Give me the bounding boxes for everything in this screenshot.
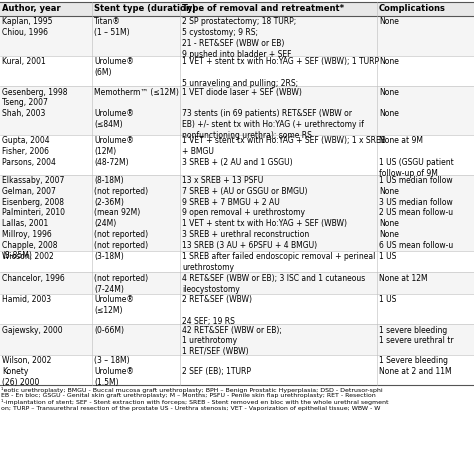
Text: Stent type (duration): Stent type (duration) bbox=[94, 3, 196, 12]
Bar bbox=[0, 293, 474, 324]
Text: 42 RET&SEF (WBW or EB);
1 urethrotomy
1 RET/SEF (WBW): 42 RET&SEF (WBW or EB); 1 urethrotomy 1 … bbox=[182, 326, 282, 356]
Text: 1 VET diode laser + SEF (WBW)

73 stents (in 69 patients) RET&SEF (WBW or
EB) +/: 1 VET diode laser + SEF (WBW) 73 stents … bbox=[182, 88, 364, 140]
Text: 1 US: 1 US bbox=[379, 295, 396, 304]
Text: Gupta, 2004
Fisher, 2006
Parsons, 2004: Gupta, 2004 Fisher, 2006 Parsons, 2004 bbox=[2, 137, 56, 167]
Text: Type of removal and retreatment*: Type of removal and retreatment* bbox=[182, 3, 344, 12]
Text: ¹eotic urethroplasty; BMGU - Buccal mucosa graft urethroplasty; BPH – Benign Pro: ¹eotic urethroplasty; BMGU - Buccal muco… bbox=[1, 387, 389, 411]
Text: Complications: Complications bbox=[379, 3, 446, 12]
Text: None: None bbox=[379, 18, 399, 27]
Bar bbox=[0, 135, 474, 174]
Bar bbox=[0, 55, 474, 86]
Text: (0-66M): (0-66M) bbox=[94, 326, 125, 335]
Text: 1 severe bleeding
1 severe urethral tr: 1 severe bleeding 1 severe urethral tr bbox=[379, 326, 454, 346]
Text: Hamid, 2003: Hamid, 2003 bbox=[2, 295, 51, 304]
Text: (3-18M): (3-18M) bbox=[94, 253, 124, 262]
Bar bbox=[0, 272, 474, 293]
Bar bbox=[0, 86, 474, 135]
Text: Memotherm™ (≤12M)

Urolume®
(≤84M): Memotherm™ (≤12M) Urolume® (≤84M) bbox=[94, 88, 179, 129]
Text: 1 US: 1 US bbox=[379, 253, 396, 262]
Text: 1 SREB after failed endoscopic removal + perineal
urethrostomy: 1 SREB after failed endoscopic removal +… bbox=[182, 253, 375, 272]
Text: (not reported)
(7-24M): (not reported) (7-24M) bbox=[94, 274, 148, 293]
Text: None at 12M: None at 12M bbox=[379, 274, 428, 283]
Text: None at 9M

1 US (GSGU patient
follow-up of 9M: None at 9M 1 US (GSGU patient follow-up … bbox=[379, 137, 454, 178]
Text: (3 – 18M)
Urolume®
(1.5M): (3 – 18M) Urolume® (1.5M) bbox=[94, 356, 134, 387]
Text: 2 RET&SEF (WBW)

24 SEF; 19 RS: 2 RET&SEF (WBW) 24 SEF; 19 RS bbox=[182, 295, 252, 326]
Bar bbox=[0, 16, 474, 55]
Text: (8-18M)
(not reported)
(2-36M)
(mean 92M)
(24M)
(not reported)
(not reported): (8-18M) (not reported) (2-36M) (mean 92M… bbox=[94, 176, 148, 250]
Text: 13 x SREB + 13 PSFU
7 SREB + (AU or GSGU or BMGU)
9 SREB + 7 BMGU + 2 AU
9 open : 13 x SREB + 13 PSFU 7 SREB + (AU or GSGU… bbox=[182, 176, 347, 250]
Text: 1 US median follow
None
3 US median follow
2 US mean follow-u
None
None
6 US mea: 1 US median follow None 3 US median foll… bbox=[379, 176, 453, 250]
Text: 2 SEF (EB); 1TURP: 2 SEF (EB); 1TURP bbox=[182, 356, 251, 376]
Text: Kural, 2001: Kural, 2001 bbox=[2, 57, 46, 66]
Text: 4 RET&SEF (WBW or EB); 3 ISC and 1 cutaneous
ileocystostomy: 4 RET&SEF (WBW or EB); 3 ISC and 1 cutan… bbox=[182, 274, 365, 293]
Text: Urolume®
(≤12M): Urolume® (≤12M) bbox=[94, 295, 134, 315]
Text: 1 VET + stent tx with Ho:YAG + SEF (WBW); 1 TURP

5 unraveling and pulling; 2RS;: 1 VET + stent tx with Ho:YAG + SEF (WBW)… bbox=[182, 57, 379, 88]
Bar bbox=[0, 355, 474, 385]
Text: Titan®
(1 – 51M): Titan® (1 – 51M) bbox=[94, 18, 130, 37]
Text: Urolume®
(12M)
(48-72M): Urolume® (12M) (48-72M) bbox=[94, 137, 134, 167]
Text: 1 Severe bleeding
None at 2 and 11M: 1 Severe bleeding None at 2 and 11M bbox=[379, 356, 451, 376]
Bar bbox=[0, 2, 474, 16]
Text: Wioson, 2002: Wioson, 2002 bbox=[2, 253, 54, 262]
Text: 2 SP prostatectomy; 18 TURP;
5 cystostomy; 9 RS;
21 - RET&SEF (WBW or EB)
9 push: 2 SP prostatectomy; 18 TURP; 5 cystostom… bbox=[182, 18, 296, 59]
Text: Urolume®
(6M): Urolume® (6M) bbox=[94, 57, 134, 77]
Text: Author, year: Author, year bbox=[2, 3, 61, 12]
Bar bbox=[0, 251, 474, 272]
Text: Gajewsky, 2000: Gajewsky, 2000 bbox=[2, 326, 63, 335]
Bar bbox=[0, 324, 474, 355]
Text: 1 VET + stent tx with Ho:YAG + SEF (WBW); 1 x SREB
+ BMGU
3 SREB + (2 AU and 1 G: 1 VET + stent tx with Ho:YAG + SEF (WBW)… bbox=[182, 137, 386, 167]
Text: Wilson, 2002
Konety
(26) 2000: Wilson, 2002 Konety (26) 2000 bbox=[2, 356, 51, 387]
Bar bbox=[0, 174, 474, 251]
Text: Gesenberg, 1998
Tseng, 2007
Shah, 2003: Gesenberg, 1998 Tseng, 2007 Shah, 2003 bbox=[2, 88, 67, 118]
Text: Kaplan, 1995
Chiou, 1996: Kaplan, 1995 Chiou, 1996 bbox=[2, 18, 53, 37]
Text: Elkassaby, 2007
Gelman, 2007
Eisenberg, 2008
Palminteri, 2010
Lallas, 2001
Millr: Elkassaby, 2007 Gelman, 2007 Eisenberg, … bbox=[2, 176, 65, 260]
Text: Chancelor, 1996: Chancelor, 1996 bbox=[2, 274, 65, 283]
Text: None

None: None None bbox=[379, 88, 399, 118]
Text: None: None bbox=[379, 57, 399, 66]
